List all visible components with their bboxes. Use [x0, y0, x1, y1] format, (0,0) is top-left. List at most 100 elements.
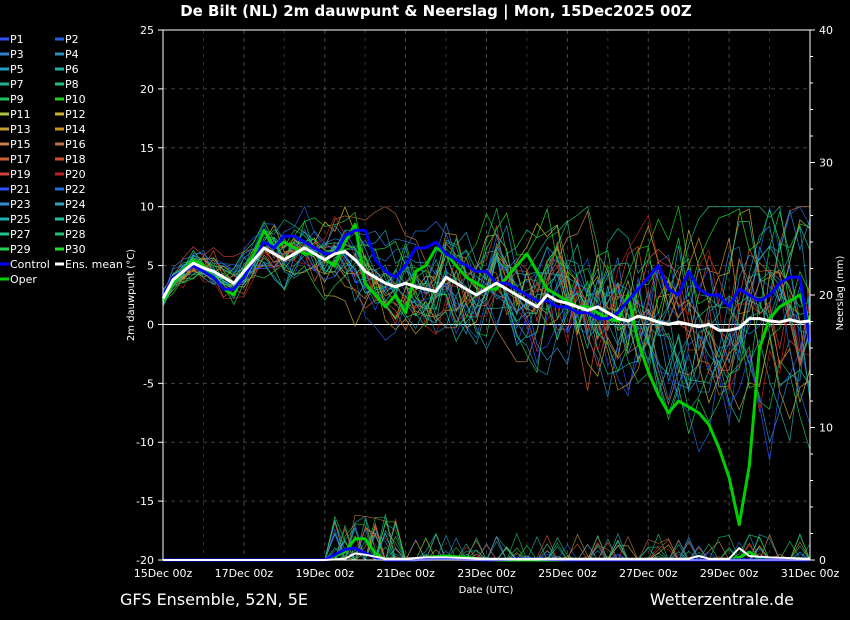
legend-item: Ens. mean	[55, 258, 123, 271]
x-axis-label: Date (UTC)	[459, 585, 514, 596]
legend-item: P5	[0, 63, 24, 76]
legend-item: P24	[55, 198, 86, 211]
y2-tick-label: 40	[819, 24, 833, 37]
legend-item: P23	[0, 198, 31, 211]
legend-label: P27	[10, 228, 31, 241]
legend-item: P26	[55, 213, 86, 226]
legend-label: P15	[10, 138, 31, 151]
x-tick-label: 23Dec 00z	[457, 567, 516, 580]
y2-axis-label: Neerslag (mm)	[835, 255, 846, 330]
legend-label: P19	[10, 168, 31, 181]
x-tick-label: 17Dec 00z	[215, 567, 274, 580]
member-line	[162, 224, 811, 451]
legend-label: P9	[10, 93, 24, 106]
legend-item: P9	[0, 93, 24, 106]
y-tick-label: 10	[140, 201, 154, 214]
x-tick-label: 21Dec 00z	[376, 567, 435, 580]
legend-label: Oper	[10, 273, 37, 286]
legend-item: P10	[55, 93, 86, 106]
legend-label: P25	[10, 213, 31, 226]
y2-axis-ticks: 40 30 20 10 0	[810, 24, 833, 567]
legend-label: P23	[10, 198, 31, 211]
y2-tick-label: 20	[819, 289, 833, 302]
y-tick-label: 25	[140, 24, 154, 37]
legend-label: P14	[65, 123, 86, 136]
y-tick-label: 20	[140, 83, 154, 96]
legend-label: P20	[65, 168, 86, 181]
legend-label: P5	[10, 63, 24, 76]
y-tick-label: 0	[147, 318, 154, 331]
series-control	[161, 228, 812, 343]
legend-item: P27	[0, 228, 31, 241]
legend-label: Control	[10, 258, 50, 271]
x-axis-ticks: 15Dec 00z 17Dec 00z 19Dec 00z 21Dec 00z 23De…	[134, 567, 840, 580]
x-tick-label: 29Dec 00z	[700, 567, 759, 580]
legend-label: P29	[10, 243, 31, 256]
legend-item: P29	[0, 243, 31, 256]
y2-tick-label: 10	[819, 422, 833, 435]
legend-item: P4	[55, 48, 79, 61]
member-line	[162, 210, 811, 393]
y-tick-label: 15	[140, 142, 154, 155]
legend-label: P16	[65, 138, 86, 151]
legend-label: P12	[65, 108, 86, 121]
member-line	[162, 205, 811, 403]
legend-label: P7	[10, 78, 24, 91]
legend-label: P17	[10, 153, 31, 166]
legend-label: P6	[65, 63, 79, 76]
legend-label: Ens. mean	[65, 258, 123, 271]
member-line	[162, 236, 811, 424]
legend-item: P8	[55, 78, 79, 91]
legend-item: P19	[0, 168, 31, 181]
member-line	[162, 205, 811, 325]
legend-label: P26	[65, 213, 86, 226]
y2-tick-label: 30	[819, 157, 833, 170]
legend-label: P24	[65, 198, 86, 211]
member-line	[162, 211, 811, 434]
x-tick-label: 27Dec 00z	[619, 567, 678, 580]
y-axis-label: 2m dauwpunt (°C)	[126, 249, 137, 341]
legend-item: P15	[0, 138, 31, 151]
x-tick-label: 31Dec 00z	[781, 567, 840, 580]
member-line	[162, 225, 811, 380]
legend-item: P11	[0, 108, 31, 121]
series-ens-mean	[161, 246, 811, 332]
legend-label: P13	[10, 123, 31, 136]
legend-label: P3	[10, 48, 24, 61]
member-line	[162, 220, 811, 453]
y2-tick-label: 0	[819, 554, 826, 567]
legend-label: P11	[10, 108, 31, 121]
footer-site: Wetterzentrale.de	[650, 590, 794, 609]
legend-label: P21	[10, 183, 31, 196]
legend-label: P1	[10, 33, 24, 46]
legend-item: P7	[0, 78, 24, 91]
legend-label: P4	[65, 48, 79, 61]
legend-label: P18	[65, 153, 86, 166]
y-tick-label: 5	[147, 260, 154, 273]
legend-label: P8	[65, 78, 79, 91]
legend-label: P22	[65, 183, 86, 196]
chart-title: De Bilt (NL) 2m dauwpunt & Neerslag | Mo…	[180, 2, 692, 21]
member-precip-line	[163, 533, 810, 561]
y-tick-label: -20	[136, 554, 154, 567]
member-line	[162, 207, 811, 347]
legend-item: P12	[55, 108, 86, 121]
legend-item: P21	[0, 183, 31, 196]
grid	[163, 30, 810, 560]
legend-item: P13	[0, 123, 31, 136]
legend-label: P2	[65, 33, 79, 46]
legend-label: P30	[65, 243, 86, 256]
legend-item: P28	[55, 228, 86, 241]
legend-label: P28	[65, 228, 86, 241]
legend-item: P3	[0, 48, 24, 61]
legend-item: P1	[0, 33, 24, 46]
legend-item: P6	[55, 63, 79, 76]
x-tick-label: 25Dec 00z	[538, 567, 597, 580]
x-tick-label: 15Dec 00z	[134, 567, 193, 580]
legend-item: Oper	[0, 273, 37, 286]
member-line	[162, 241, 811, 391]
legend-item: P22	[55, 183, 86, 196]
y-axis-ticks: 25 20 15 10 5 0 -5 -10 -15 -20	[136, 24, 163, 567]
legend-item: P20	[55, 168, 86, 181]
